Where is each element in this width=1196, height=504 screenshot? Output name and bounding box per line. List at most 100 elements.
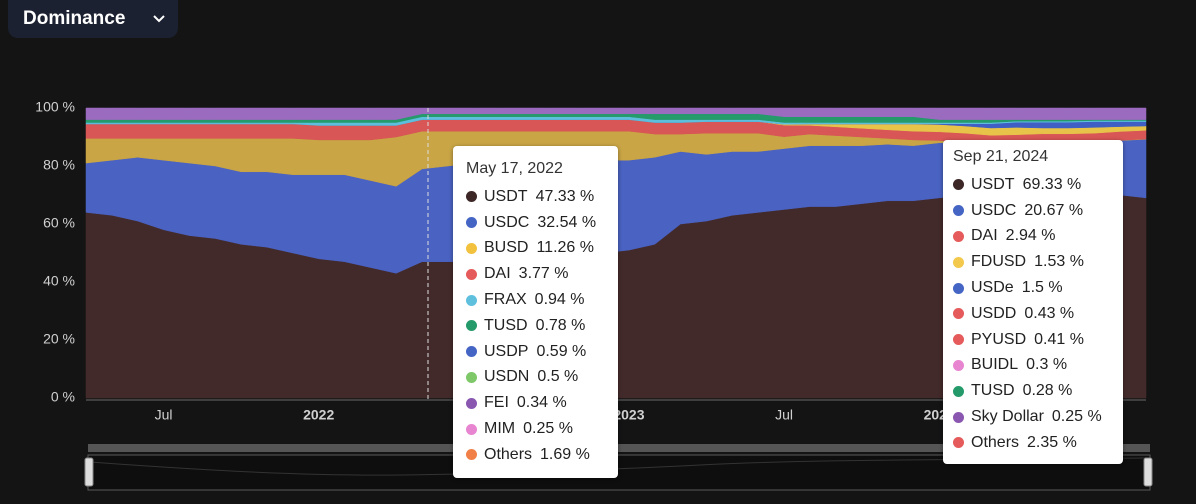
- series-name: USDe: [971, 279, 1014, 297]
- tooltip-row: Others 1.69 %: [466, 442, 606, 468]
- tooltip-row: BUSD 11.26 %: [466, 236, 606, 262]
- series-name: USDN: [484, 368, 530, 386]
- series-value: 47.33 %: [535, 187, 595, 205]
- series-name: MIM: [484, 420, 516, 438]
- tooltip-row: MIM 0.25 %: [466, 416, 606, 442]
- series-value: 0.28 %: [1022, 382, 1073, 400]
- tooltip-row: TUSD 0.78 %: [466, 313, 606, 339]
- tooltip-row: TUSD 0.28 %: [953, 378, 1113, 404]
- x-tick-label: Jul: [155, 407, 173, 423]
- legend-dot: [953, 385, 964, 397]
- series-value: 1.69 %: [540, 445, 590, 463]
- series-value: 11.26 %: [536, 239, 594, 257]
- legend-dot: [953, 282, 964, 294]
- series-value: 0.34 %: [516, 394, 567, 412]
- series-value: 0.25 %: [523, 420, 573, 438]
- y-tick-label: 60 %: [43, 215, 75, 231]
- series-name: FDUSD: [971, 253, 1027, 271]
- y-tick-label: 20 %: [43, 331, 75, 347]
- legend-dot: [466, 346, 477, 358]
- series-name: USDD: [971, 304, 1017, 322]
- series-value: 2.94 %: [1005, 227, 1056, 245]
- series-value: 0.41 %: [1034, 330, 1084, 348]
- tooltip-row: FRAX 0.94 %: [466, 287, 606, 313]
- series-name: BUIDL: [971, 356, 1019, 374]
- legend-dot: [466, 217, 477, 229]
- tooltip-row: Sky Dollar 0.25 %: [953, 404, 1113, 430]
- legend-dot: [953, 334, 964, 346]
- series-name: USDT: [971, 175, 1015, 193]
- series-name: Others: [484, 445, 533, 463]
- chevron-icon: [153, 15, 165, 23]
- series-value: 0.5 %: [537, 368, 579, 386]
- legend-dot: [466, 397, 477, 409]
- button-label: Dominance: [23, 8, 126, 29]
- tooltip-row: FDUSD 1.53 %: [953, 249, 1113, 275]
- series-name: DAI: [484, 265, 511, 283]
- range-bar[interactable]: [88, 444, 1150, 452]
- legend-dot: [466, 371, 477, 383]
- y-tick-label: 80 %: [43, 157, 75, 173]
- tooltip-row: BUIDL 0.3 %: [953, 353, 1113, 379]
- x-tick-label: 2022: [303, 407, 334, 423]
- series-value: 0.78 %: [535, 316, 586, 334]
- series-value: 1.53 %: [1034, 253, 1084, 271]
- y-tick-label: 100 %: [35, 99, 75, 115]
- tooltip-row: USDC 32.54 %: [466, 210, 606, 236]
- legend-dot: [953, 205, 964, 217]
- tooltip-row: Others 2.35 %: [953, 430, 1113, 456]
- tooltip-date: May 17, 2022: [466, 160, 563, 177]
- series-name: USDC: [971, 201, 1017, 219]
- series-value: 0.59 %: [536, 342, 587, 360]
- series-name: TUSD: [971, 382, 1015, 400]
- legend-dot: [466, 320, 477, 332]
- x-tick-label: 2023: [613, 407, 644, 423]
- series-value: 20.67 %: [1024, 201, 1084, 219]
- series-value: 2.35 %: [1027, 433, 1077, 451]
- tooltip: May 17, 2022 USDT 47.33 % USDC 32.54 % BUSD 11…: [453, 146, 618, 478]
- tooltip-row: USDe 1.5 %: [953, 275, 1113, 301]
- y-tick-label: 40 %: [43, 273, 75, 289]
- legend-dot: [953, 411, 964, 423]
- series-name: FRAX: [484, 291, 527, 309]
- tooltip-row: USDT 47.33 %: [466, 184, 606, 210]
- legend-dot: [953, 437, 964, 449]
- legend-dot: [466, 268, 477, 280]
- series-name: TUSD: [484, 316, 528, 334]
- series-value: 0.25 %: [1051, 408, 1102, 426]
- series-name: DAI: [971, 227, 998, 245]
- legend-dot: [466, 294, 477, 306]
- series-name: Others: [971, 433, 1020, 451]
- series-value: 69.33 %: [1022, 175, 1082, 193]
- tooltip-row: USDC 20.67 %: [953, 198, 1113, 224]
- legend-dot: [466, 423, 477, 435]
- x-tick-label: Jul: [775, 407, 793, 423]
- series-name: FEI: [484, 394, 509, 412]
- legend-dot: [953, 308, 964, 320]
- tooltip-row: USDP 0.59 %: [466, 339, 606, 365]
- series-name: USDP: [484, 342, 529, 360]
- series-value: 0.43 %: [1024, 304, 1075, 322]
- tooltip-row: USDT 69.33 %: [953, 172, 1113, 198]
- series-name: USDT: [484, 187, 528, 205]
- area-series: [85, 107, 1147, 120]
- tooltip-row: USDN 0.5 %: [466, 365, 606, 391]
- tooltip-row: USDD 0.43 %: [953, 301, 1113, 327]
- series-name: Sky Dollar: [971, 408, 1044, 426]
- series-name: USDC: [484, 213, 530, 231]
- legend-dot: [953, 179, 964, 191]
- tooltip-row: FEI 0.34 %: [466, 390, 606, 416]
- legend-dot: [953, 256, 964, 268]
- series-name: BUSD: [484, 239, 529, 257]
- legend-dot: [953, 359, 964, 371]
- legend-dot: [466, 242, 477, 254]
- range-handle-left[interactable]: [84, 457, 94, 487]
- series-value: 32.54 %: [537, 213, 597, 231]
- legend-dot: [466, 191, 477, 203]
- series-value: 0.3 %: [1026, 356, 1068, 374]
- dominance-button[interactable]: Dominance: [8, 0, 178, 38]
- series-name: PYUSD: [971, 330, 1027, 348]
- range-handle-right[interactable]: [1143, 457, 1153, 487]
- legend-dot: [466, 449, 477, 461]
